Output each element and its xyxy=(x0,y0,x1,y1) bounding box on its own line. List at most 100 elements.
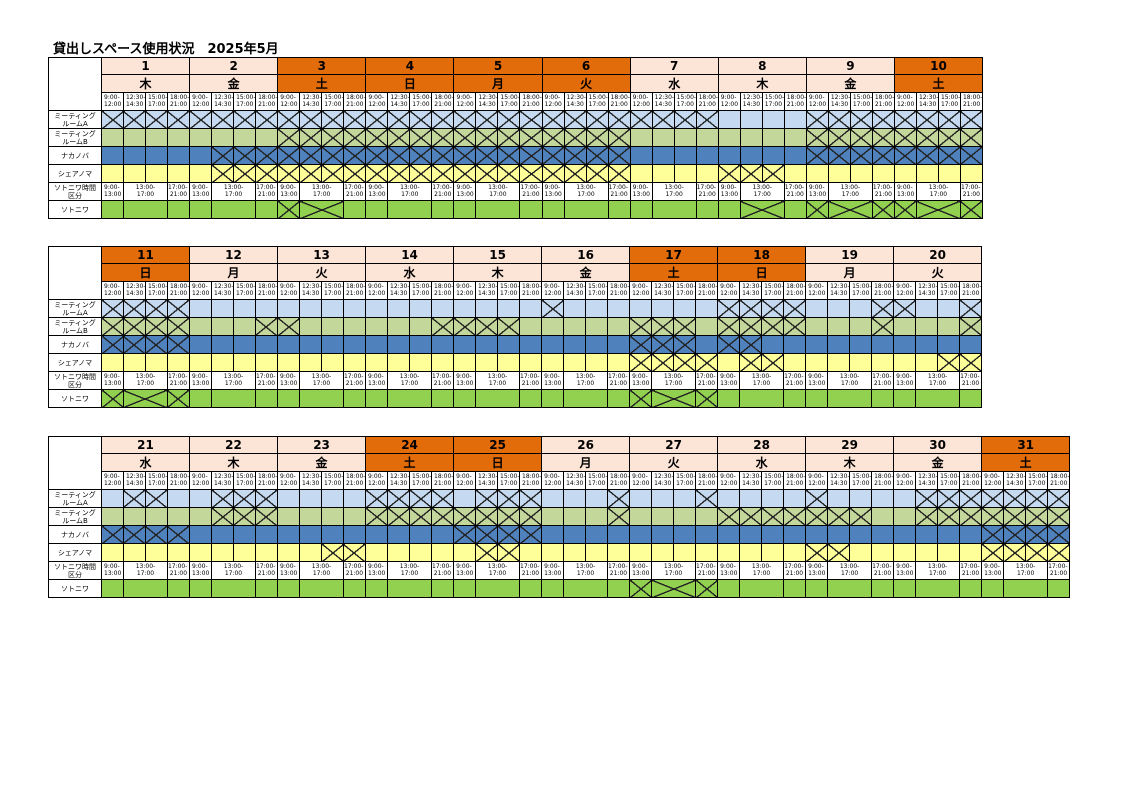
room-a-slot[interactable] xyxy=(299,489,322,508)
room-a-slot-booked[interactable] xyxy=(497,489,521,508)
nakanoba-slot-booked[interactable] xyxy=(497,525,521,544)
sotoniwa-slot[interactable] xyxy=(519,389,543,408)
nakanoba-slot[interactable] xyxy=(849,525,873,544)
room-a-slot-booked[interactable] xyxy=(497,110,521,129)
sharenoma-slot[interactable] xyxy=(937,543,961,562)
nakanoba-slot[interactable] xyxy=(497,335,521,354)
room-a-slot-booked[interactable] xyxy=(1003,489,1027,508)
room-a-slot[interactable] xyxy=(585,489,609,508)
sotoniwa-slot[interactable] xyxy=(387,579,432,598)
room-b-slot[interactable] xyxy=(827,317,851,336)
sharenoma-slot[interactable] xyxy=(189,543,212,562)
room-b-slot-booked[interactable] xyxy=(717,507,741,526)
room-b-slot-booked[interactable] xyxy=(387,507,411,526)
sharenoma-slot[interactable] xyxy=(254,543,279,562)
room-a-slot-booked[interactable] xyxy=(629,110,653,129)
room-b-slot[interactable] xyxy=(607,317,631,336)
sotoniwa-slot[interactable] xyxy=(101,200,124,219)
sharenoma-slot[interactable] xyxy=(783,543,807,562)
sotoniwa-slot[interactable] xyxy=(629,200,653,219)
nakanoba-slot-booked[interactable] xyxy=(122,335,146,354)
sharenoma-slot[interactable] xyxy=(101,164,124,183)
room-a-slot[interactable] xyxy=(651,489,675,508)
nakanoba-slot[interactable] xyxy=(299,525,322,544)
sotoniwa-slot[interactable] xyxy=(563,200,609,219)
room-a-slot-booked[interactable] xyxy=(343,110,367,129)
room-b-slot-booked[interactable] xyxy=(849,128,873,147)
sharenoma-slot[interactable] xyxy=(651,543,675,562)
sotoniwa-slot[interactable] xyxy=(166,200,191,219)
room-a-slot[interactable] xyxy=(849,299,873,318)
sotoniwa-slot[interactable] xyxy=(959,579,983,598)
room-b-slot-booked[interactable] xyxy=(277,128,301,147)
nakanoba-slot-booked[interactable] xyxy=(101,335,124,354)
sotoniwa-slot[interactable] xyxy=(166,579,191,598)
nakanoba-slot-booked[interactable] xyxy=(453,146,477,165)
nakanoba-slot[interactable] xyxy=(783,335,807,354)
sotoniwa-slot[interactable] xyxy=(607,200,631,219)
sharenoma-slot[interactable] xyxy=(453,543,477,562)
sharenoma-slot[interactable] xyxy=(232,353,256,372)
nakanoba-slot[interactable] xyxy=(365,525,389,544)
room-a-slot-booked[interactable] xyxy=(122,489,146,508)
room-b-slot-booked[interactable] xyxy=(101,317,124,336)
room-a-slot-booked[interactable] xyxy=(849,110,873,129)
room-b-slot[interactable] xyxy=(321,317,344,336)
sotoniwa-slot[interactable] xyxy=(717,579,741,598)
sotoniwa-slot[interactable] xyxy=(211,579,256,598)
room-b-slot[interactable] xyxy=(299,507,322,526)
room-a-slot[interactable] xyxy=(783,110,807,129)
nakanoba-slot[interactable] xyxy=(827,335,851,354)
room-a-slot[interactable] xyxy=(673,489,697,508)
nakanoba-slot-booked[interactable] xyxy=(915,146,939,165)
nakanoba-slot[interactable] xyxy=(409,525,432,544)
nakanoba-slot-booked[interactable] xyxy=(673,335,697,354)
nakanoba-slot[interactable] xyxy=(607,335,631,354)
nakanoba-slot[interactable] xyxy=(629,146,653,165)
sotoniwa-slot[interactable] xyxy=(805,389,829,408)
room-b-slot-booked[interactable] xyxy=(1047,507,1071,526)
sotoniwa-slot[interactable] xyxy=(607,389,631,408)
sotoniwa-slot-booked[interactable] xyxy=(651,389,697,408)
room-b-slot-booked[interactable] xyxy=(365,507,389,526)
nakanoba-slot[interactable] xyxy=(430,335,455,354)
sharenoma-slot[interactable] xyxy=(805,164,829,183)
room-b-slot-booked[interactable] xyxy=(739,317,763,336)
sotoniwa-slot[interactable] xyxy=(607,579,631,598)
sotoniwa-slot[interactable] xyxy=(1003,579,1049,598)
nakanoba-slot[interactable] xyxy=(122,146,146,165)
room-a-slot-booked[interactable] xyxy=(893,110,917,129)
sotoniwa-slot[interactable] xyxy=(189,389,212,408)
room-a-slot-booked[interactable] xyxy=(1047,489,1071,508)
sharenoma-slot[interactable] xyxy=(232,543,256,562)
room-b-slot-booked[interactable] xyxy=(321,128,345,147)
sotoniwa-slot-booked[interactable] xyxy=(915,200,961,219)
room-b-slot-booked[interactable] xyxy=(254,507,279,526)
room-b-slot-booked[interactable] xyxy=(299,128,323,147)
sharenoma-slot-booked[interactable] xyxy=(519,164,543,183)
room-a-slot[interactable] xyxy=(849,489,873,508)
sotoniwa-slot[interactable] xyxy=(915,389,961,408)
sotoniwa-slot-booked[interactable] xyxy=(827,200,873,219)
sharenoma-slot[interactable] xyxy=(365,543,389,562)
sharenoma-slot[interactable] xyxy=(695,164,719,183)
nakanoba-slot[interactable] xyxy=(739,146,763,165)
room-a-slot[interactable] xyxy=(101,489,124,508)
room-b-slot-booked[interactable] xyxy=(761,317,785,336)
sharenoma-slot[interactable] xyxy=(849,164,873,183)
room-a-slot[interactable] xyxy=(651,299,675,318)
sotoniwa-slot[interactable] xyxy=(695,200,719,219)
nakanoba-slot-booked[interactable] xyxy=(122,525,146,544)
sharenoma-slot-booked[interactable] xyxy=(761,164,785,183)
nakanoba-slot[interactable] xyxy=(805,335,829,354)
room-b-slot-booked[interactable] xyxy=(937,128,961,147)
sotoniwa-slot[interactable] xyxy=(871,389,895,408)
room-b-slot-booked[interactable] xyxy=(365,128,389,147)
nakanoba-slot[interactable] xyxy=(629,525,653,544)
room-a-slot-booked[interactable] xyxy=(915,489,939,508)
room-b-slot[interactable] xyxy=(144,507,168,526)
room-b-slot[interactable] xyxy=(783,128,807,147)
sotoniwa-slot[interactable] xyxy=(255,200,279,219)
nakanoba-slot[interactable] xyxy=(541,525,565,544)
room-a-slot-booked[interactable] xyxy=(211,489,234,508)
